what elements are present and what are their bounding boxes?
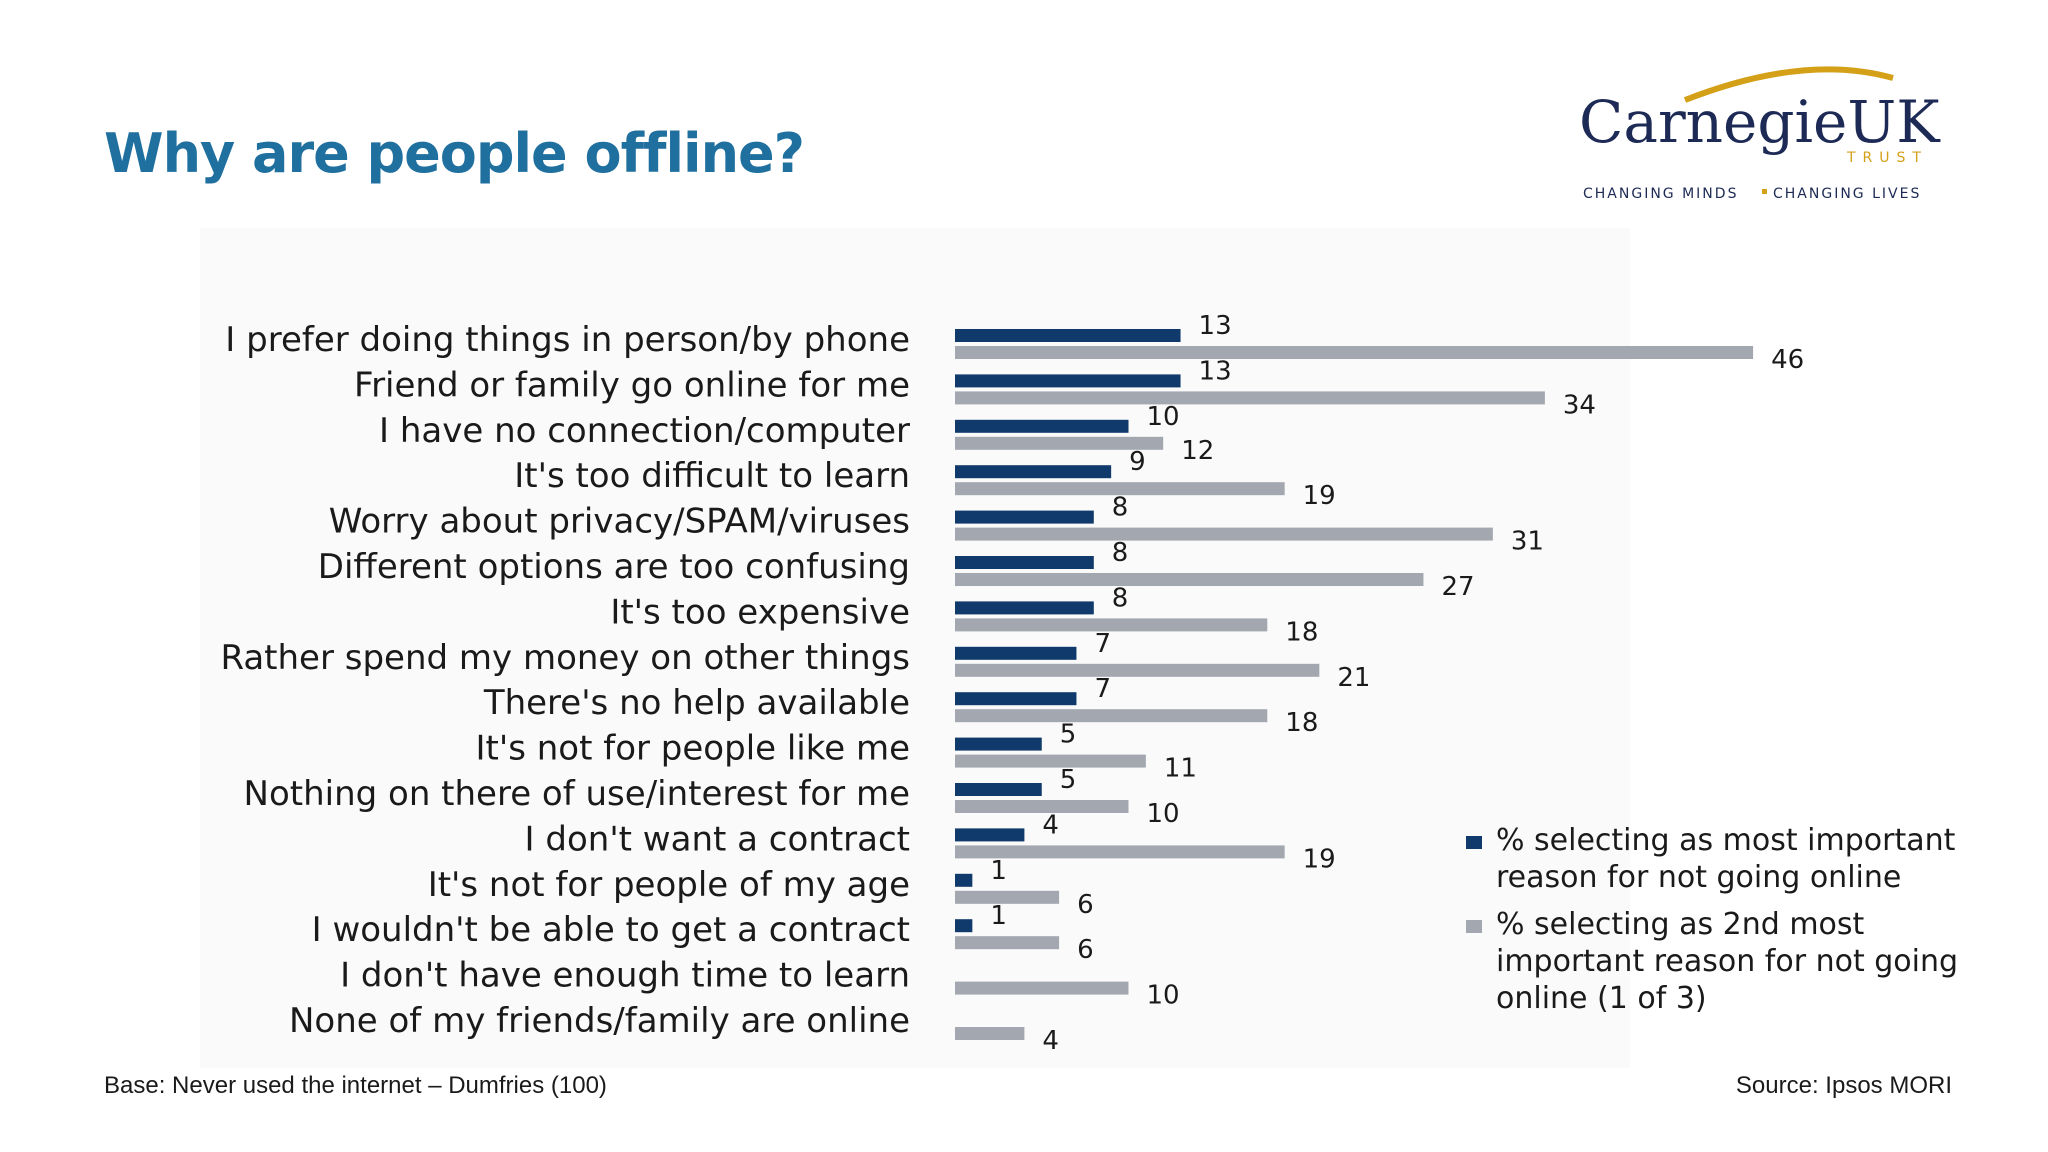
bar-most (955, 646, 1077, 660)
bar-second (955, 890, 1060, 904)
bar-most (955, 692, 1077, 706)
category-label: Worry about privacy/SPAM/viruses (329, 502, 910, 542)
bar-second (955, 845, 1285, 859)
bar-most (955, 828, 1025, 842)
data-label-most: 4 (1042, 810, 1059, 840)
bar-most (955, 783, 1042, 796)
data-label-most: 8 (1112, 538, 1129, 568)
category-label: None of my friends/family are online (289, 1001, 910, 1041)
chart-background (200, 228, 1630, 1068)
data-label-second: 19 (1303, 844, 1336, 874)
data-label-second: 6 (1077, 935, 1094, 965)
bar-second (955, 936, 1060, 950)
data-label-second: 46 (1771, 345, 1804, 375)
bar-second (955, 981, 1129, 995)
category-label: It's too expensive (610, 592, 910, 632)
logo-wordmark: CarnegieUK (1579, 88, 1941, 156)
data-label-most: 5 (1060, 720, 1077, 750)
data-label-most: 13 (1199, 311, 1232, 341)
bar-second (955, 1027, 1025, 1040)
data-label-second: 10 (1147, 981, 1180, 1011)
bar-most (955, 601, 1094, 615)
bar-most (955, 556, 1094, 569)
bar-second (955, 573, 1424, 586)
legend-item-most: % selecting as most important reason for… (1460, 822, 1980, 896)
category-label: I don't have enough time to learn (340, 956, 910, 996)
chart-legend: % selecting as most important reason for… (1460, 822, 1980, 1027)
bar-most (955, 419, 1129, 433)
slide-title: Why are people offline? (104, 122, 805, 185)
legend-label-most: % selecting as most important reason for… (1496, 823, 1956, 895)
bar-second (955, 482, 1285, 496)
data-label-most: 8 (1112, 493, 1129, 523)
data-label-second: 4 (1042, 1026, 1059, 1056)
bar-second (955, 391, 1545, 405)
category-label: Nothing on there of use/interest for me (244, 774, 910, 814)
bar-most (955, 510, 1094, 524)
bar-second (955, 754, 1146, 768)
category-label: It's too difficult to learn (514, 456, 910, 496)
legend-swatch-second (1466, 920, 1482, 933)
data-label-most: 8 (1112, 583, 1129, 613)
data-label-most: 1 (990, 901, 1007, 931)
data-label-most: 1 (990, 856, 1007, 886)
data-label-most: 9 (1129, 447, 1146, 477)
category-label: Rather spend my money on other things (220, 638, 910, 678)
category-label: It's not for people of my age (428, 865, 910, 905)
data-label-most: 7 (1094, 629, 1111, 659)
data-label-second: 6 (1077, 890, 1094, 920)
data-label-second: 18 (1285, 617, 1318, 647)
category-label: Friend or family go online for me (354, 365, 910, 405)
data-label-second: 27 (1441, 572, 1474, 602)
category-label: I prefer doing things in person/by phone (225, 320, 910, 360)
bar-most (955, 873, 973, 887)
bar-most (955, 329, 1181, 342)
data-label-most: 13 (1199, 356, 1232, 386)
bar-second (955, 709, 1268, 723)
data-label-second: 11 (1164, 754, 1197, 784)
data-label-second: 10 (1147, 799, 1180, 829)
data-label-most: 7 (1094, 674, 1111, 704)
bar-most (955, 919, 973, 933)
legend-label-second: % selecting as 2nd most important reason… (1496, 907, 1959, 1016)
logo-trust: TRUST (1846, 150, 1928, 166)
carnegie-uk-logo: CarnegieUK TRUST CHANGING MINDS CHANGING… (1579, 66, 1941, 202)
bar-second (955, 436, 1164, 450)
category-label: Different options are too confusing (318, 547, 910, 587)
bar-most (955, 374, 1181, 388)
data-label-most: 5 (1060, 765, 1077, 795)
logo-arc (1683, 66, 1894, 103)
bar-second (955, 800, 1129, 813)
category-label: I don't want a contract (525, 819, 910, 859)
bar-second (955, 663, 1320, 677)
base-note: Base: Never used the internet – Dumfries… (104, 1072, 607, 1099)
data-label-most: 10 (1147, 402, 1180, 432)
bar-second (955, 527, 1493, 541)
bar-second (955, 618, 1268, 632)
bar-second (955, 346, 1754, 359)
category-label: I wouldn't be able to get a contract (312, 910, 910, 950)
category-label: There's no help available (483, 683, 910, 723)
legend-swatch-most (1466, 836, 1482, 849)
logo-tagline-right: CHANGING LIVES (1773, 186, 1921, 202)
data-label-second: 21 (1337, 663, 1370, 693)
data-label-second: 31 (1511, 527, 1544, 557)
data-label-second: 34 (1563, 390, 1596, 420)
data-label-second: 12 (1181, 436, 1214, 466)
source-note: Source: Ipsos MORI (1735, 1072, 1952, 1099)
logo-tagline-left: CHANGING MINDS (1583, 186, 1738, 202)
logo-tagline-dot (1762, 189, 1767, 194)
legend-item-second: % selecting as 2nd most important reason… (1460, 906, 1980, 1017)
bar-most (955, 465, 1112, 479)
data-label-second: 18 (1285, 708, 1318, 738)
category-label: I have no connection/computer (379, 411, 910, 451)
bar-most (955, 737, 1042, 751)
category-label: It's not for people like me (476, 729, 910, 769)
data-label-second: 19 (1303, 481, 1336, 511)
